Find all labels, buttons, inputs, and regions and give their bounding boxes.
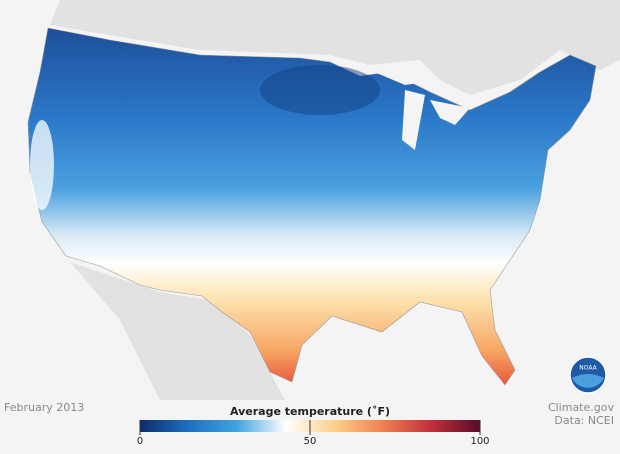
noaa-logo-text: NOAA [579, 365, 597, 372]
great-lakes [360, 60, 470, 150]
credit-source: Climate.gov [548, 401, 615, 414]
colorbar-tick-label: 50 [304, 436, 317, 447]
colorbar-tick-label: 100 [470, 436, 489, 447]
canada [50, 0, 620, 95]
colorbar-tick-label: 0 [137, 436, 143, 447]
credit-data: Data: NCEI [554, 414, 614, 427]
mexico [70, 262, 300, 400]
map-coast-warm [30, 120, 54, 210]
map-cold-core [260, 65, 380, 115]
noaa-logo-wave [572, 374, 604, 388]
date-label: February 2013 [4, 401, 84, 414]
legend-title: Average temperature (˚F) [230, 405, 390, 418]
legend: 0 50 100 [137, 420, 490, 447]
